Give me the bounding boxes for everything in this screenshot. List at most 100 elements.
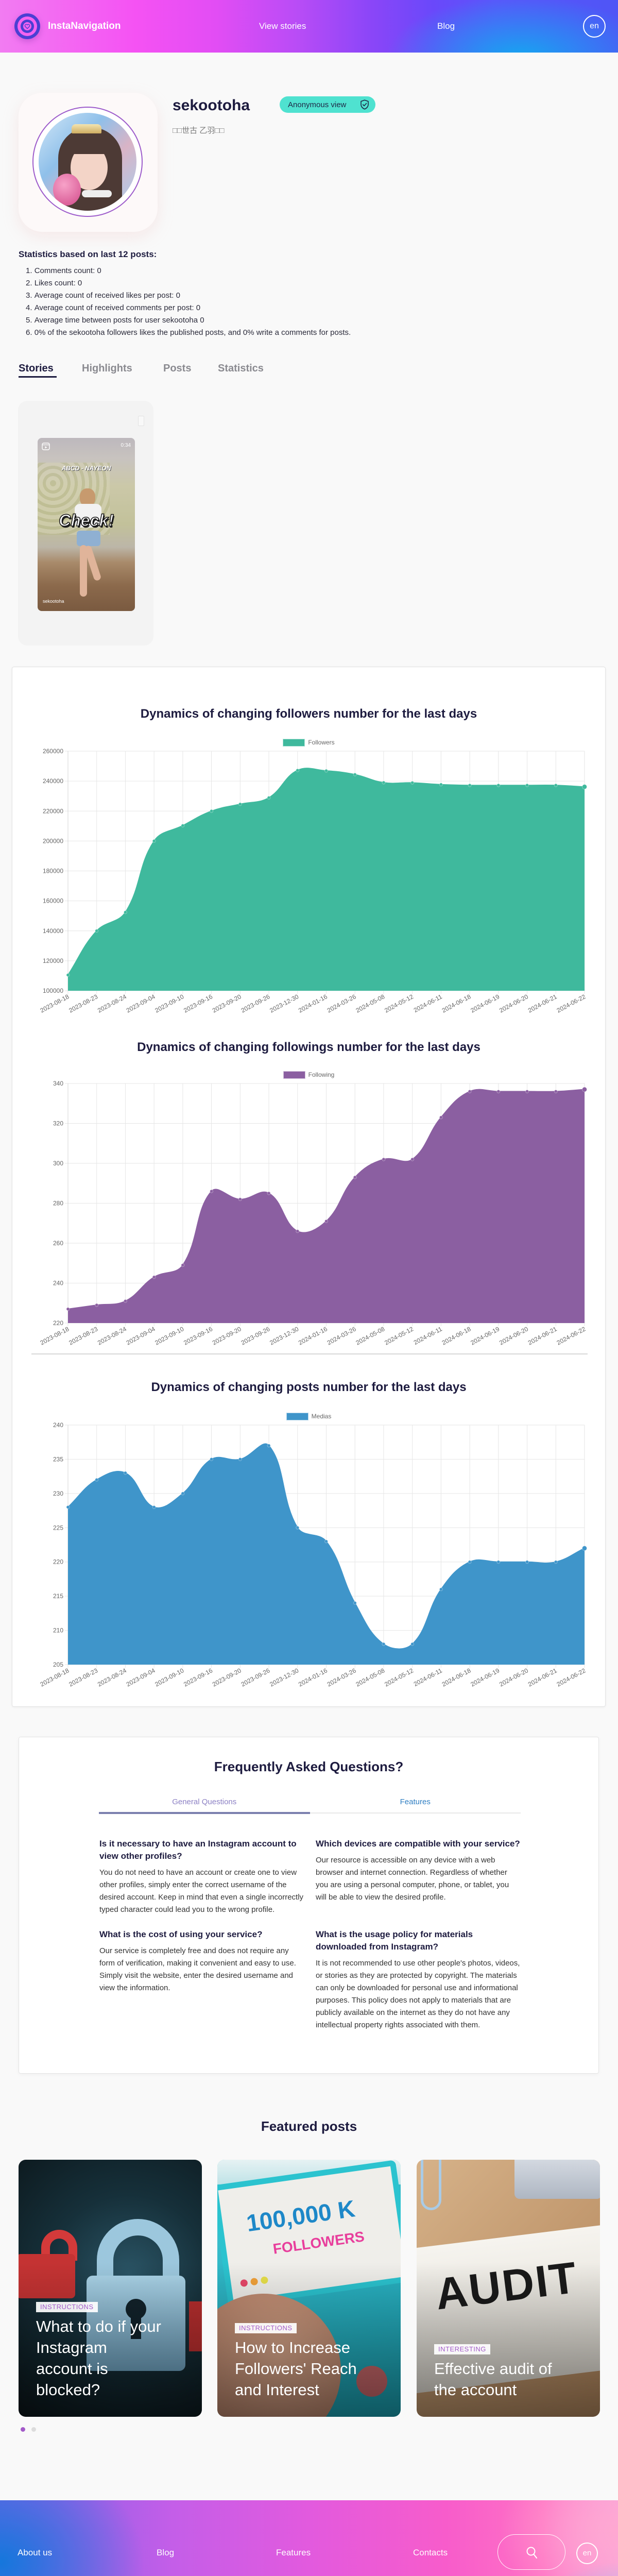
x-tick-label: 2024-05-12 [383, 1325, 415, 1346]
image-overlay [217, 2160, 401, 2417]
data-point [238, 1197, 242, 1201]
data-point [66, 1307, 70, 1311]
data-point [582, 1546, 587, 1551]
data-point [554, 783, 558, 787]
data-point [554, 1560, 558, 1564]
data-point [353, 1601, 357, 1605]
y-tick-label: 240000 [43, 777, 63, 785]
language-button[interactable]: en [583, 15, 606, 38]
x-tick-label: 2024-06-20 [498, 1667, 529, 1688]
data-point [238, 1457, 242, 1461]
data-point [439, 783, 443, 787]
faq-title: Frequently Asked Questions? [214, 1759, 404, 1774]
faq-item: Is it necessary to have an Instagram acc… [99, 1838, 305, 1916]
y-tick-label: 300 [53, 1160, 63, 1167]
followers-chart-plot: 100000 120000 140000 160000 180000 200000 2200… [39, 748, 587, 1014]
x-tick-label: 2024-06-19 [469, 1325, 501, 1346]
footer-nav-about[interactable]: About us [18, 2548, 53, 2557]
x-tick-label: 2023-08-23 [67, 993, 99, 1014]
data-point [66, 1505, 70, 1509]
profile-bio: □□世古 乙羽□□ [173, 126, 225, 135]
data-point [95, 1303, 99, 1307]
footer-language-button[interactable]: en [576, 2543, 598, 2564]
posts-chart-legend[interactable]: Medias [12, 1412, 605, 1420]
avatar-card [19, 93, 158, 232]
avatar[interactable] [32, 107, 143, 217]
statistics-charts-card: Dynamics of changing followers number fo… [12, 667, 606, 1707]
y-tick-label: 225 [53, 1524, 63, 1531]
site-header: InstaNavigation View stories Blog en [0, 0, 618, 53]
keyhole-slot-shape [131, 2314, 141, 2339]
post-tag: INSTRUCTIONS [36, 2302, 98, 2312]
figure-head-shape [80, 488, 95, 506]
post-info: INTERESTING Effective audit of the accou… [434, 2344, 568, 2400]
data-point [296, 1229, 300, 1233]
legend-label: Following [308, 1071, 335, 1078]
reel-icon [42, 443, 50, 450]
data-point [382, 1157, 386, 1161]
x-tick-label: 2023-09-26 [240, 1325, 271, 1346]
carousel-dot[interactable] [21, 2427, 25, 2432]
x-tick-label: 2024-01-16 [297, 1325, 329, 1346]
brand-link[interactable]: InstaNavigation [14, 13, 121, 40]
x-tick-label: 2024-06-19 [469, 993, 501, 1014]
photo-bangs-shape [68, 141, 110, 154]
brand-name: InstaNavigation [48, 21, 121, 31]
x-tick-label: 2023-09-10 [154, 993, 185, 1014]
data-point [382, 1642, 386, 1646]
x-tick-label: 2024-06-22 [556, 993, 587, 1014]
x-tick-label: 2023-09-20 [211, 993, 243, 1014]
footer-nav-features[interactable]: Features [276, 2548, 311, 2557]
stats-list: Comments count: 0 Likes count: 0 Average… [19, 265, 351, 339]
stats-item: 0% of the sekootoha followers likes the … [26, 327, 351, 339]
x-tick-label: 2023-09-20 [211, 1325, 243, 1346]
footer-nav-blog[interactable]: Blog [157, 2548, 175, 2557]
tab-posts[interactable]: Posts [163, 363, 192, 374]
x-tick-label: 2023-09-26 [240, 1667, 271, 1688]
featured-post-card[interactable]: AUDIT INTERESTING Effective audit of the… [417, 2160, 600, 2417]
data-point [267, 1444, 271, 1448]
data-point [95, 1478, 99, 1482]
x-tick-label: 2023-08-23 [67, 1667, 99, 1688]
tab-statistics[interactable]: Statistics [218, 363, 264, 374]
search-button[interactable] [497, 2534, 565, 2570]
followings-chart-legend[interactable]: Following [12, 1071, 605, 1079]
tab-stories[interactable]: Stories [19, 363, 54, 374]
legend-swatch [283, 1071, 305, 1079]
tab-highlights[interactable]: Highlights [82, 363, 132, 374]
x-tick-label: 2024-06-22 [556, 1325, 587, 1346]
legend-label: Followers [308, 739, 335, 746]
posts-chart-title: Dynamics of changing posts number for th… [151, 1380, 467, 1394]
carousel-dot[interactable] [31, 2427, 36, 2432]
nav-view-stories[interactable]: View stories [259, 21, 306, 31]
area-fill [68, 768, 585, 991]
faq-question: Which devices are compatible with your s… [316, 1839, 520, 1849]
x-tick-label: 2024-06-22 [556, 1667, 587, 1688]
footer-nav-contacts[interactable]: Contacts [413, 2548, 448, 2557]
post-tag: INSTRUCTIONS [235, 2323, 297, 2333]
y-tick-label: 140000 [43, 927, 63, 935]
followers-chart-title: Dynamics of changing followers number fo… [140, 707, 477, 721]
chart-divider [31, 1353, 588, 1354]
followers-chart-legend[interactable]: Followers [12, 738, 605, 747]
faq-tab-general[interactable]: General Questions [99, 1795, 310, 1814]
data-point [468, 1090, 472, 1093]
nav-blog[interactable]: Blog [437, 21, 455, 31]
featured-post-card[interactable]: 100,000 K FOLLOWERS INSTRUCTIONS How to … [217, 2160, 401, 2417]
data-point [95, 929, 99, 933]
data-point [238, 802, 242, 806]
x-tick-label: 2023-12-30 [268, 1325, 300, 1346]
x-tick-label: 2024-03-26 [326, 1667, 357, 1688]
data-point [525, 1090, 529, 1093]
featured-post-card[interactable]: INSTRUCTIONS What to do if your Instagra… [19, 2160, 202, 2417]
data-point [410, 781, 415, 785]
data-point [181, 823, 185, 827]
story-thumbnail[interactable]: 0:34 ABCD - NAYEON Check! sekootoha [38, 438, 135, 611]
x-tick-label: 2024-06-18 [441, 1325, 472, 1346]
x-tick-label: 2024-06-21 [527, 1325, 558, 1346]
faq-tab-features[interactable]: Features [400, 1798, 431, 1806]
faq-tabs: General Questions Features [99, 1795, 521, 1814]
figure-leg-shape [80, 545, 87, 597]
search-icon [526, 2547, 538, 2559]
data-point [496, 783, 501, 787]
